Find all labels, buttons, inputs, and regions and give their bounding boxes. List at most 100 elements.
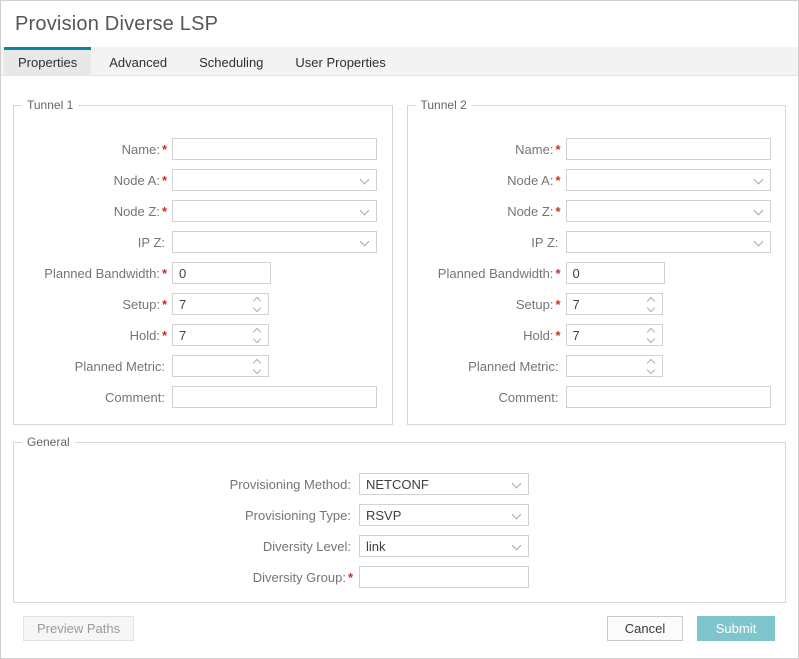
tunnel2-ip-z-select[interactable] <box>565 231 771 253</box>
tunnel1-legend: Tunnel 1 <box>27 98 74 112</box>
tunnel2-node-a-select[interactable] <box>565 169 771 191</box>
tunnel1-comment-input[interactable] <box>172 386 377 408</box>
tunnel2-setup-spinner[interactable] <box>565 293 663 315</box>
provisioning-method-row: Provisioning Method: <box>14 473 785 495</box>
provisioning-type-select[interactable] <box>359 504 529 526</box>
tunnel2-node-a-row: Node A: * <box>408 169 786 191</box>
tunnel2-planned-bandwidth-row: Planned Bandwidth: * <box>408 262 786 284</box>
tunnel1-hold-label: Hold: <box>129 327 160 343</box>
tunnel2-planned-bandwidth-label: Planned Bandwidth: <box>437 265 554 281</box>
tunnel2-fieldset: Tunnel 2 Name: * Node A: * Node Z: * <box>406 98 786 425</box>
tunnel2-planned-metric-label: Planned Metric: <box>468 358 559 374</box>
tunnel2-planned-metric-spinner[interactable] <box>565 355 663 377</box>
required-asterisk: * <box>555 327 561 343</box>
tunnel1-name-row: Name: * <box>14 138 392 160</box>
properties-panel: Tunnel 1 Name: * Node A: * Node Z: * <box>1 76 798 641</box>
provisioning-method-select[interactable] <box>359 473 529 495</box>
required-asterisk: * <box>161 327 167 343</box>
tunnel2-comment-input[interactable] <box>565 386 771 408</box>
tunnel1-setup-spinner[interactable] <box>172 293 269 315</box>
tunnel1-comment-label: Comment: <box>105 389 165 405</box>
required-asterisk: * <box>555 172 561 188</box>
tab-properties[interactable]: Properties <box>4 47 92 75</box>
tunnel1-node-a-label: Node A: <box>113 172 160 188</box>
tab-scheduling[interactable]: Scheduling <box>199 55 264 70</box>
required-asterisk: * <box>555 203 561 219</box>
tunnel1-node-a-select[interactable] <box>172 169 377 191</box>
required-asterisk: * <box>161 141 167 157</box>
tunnel2-ip-z-combo-input[interactable] <box>565 231 771 253</box>
preview-paths-button[interactable]: Preview Paths <box>23 616 135 641</box>
tunnel1-fieldset: Tunnel 1 Name: * Node A: * Node Z: * <box>13 98 393 425</box>
tunnel1-planned-metric-input[interactable] <box>172 355 269 377</box>
tunnel2-node-a-combo-input[interactable] <box>565 169 771 191</box>
tunnel1-node-a-row: Node A: * <box>14 169 392 191</box>
tunnel2-ip-z-label: IP Z: <box>531 234 559 250</box>
provisioning-type-combo-input[interactable] <box>359 504 529 526</box>
diversity-group-input[interactable] <box>359 566 529 588</box>
tunnel1-planned-metric-spinner[interactable] <box>172 355 269 377</box>
provisioning-type-label: Provisioning Type: <box>245 507 351 523</box>
tunnel1-hold-input[interactable] <box>172 324 269 346</box>
tunnel1-name-input[interactable] <box>172 138 377 160</box>
tunnel2-setup-label: Setup: <box>515 296 554 312</box>
tunnel2-setup-input[interactable] <box>565 293 663 315</box>
required-asterisk: * <box>555 265 561 281</box>
tunnel1-setup-input[interactable] <box>172 293 269 315</box>
tunnel2-planned-metric-input[interactable] <box>565 355 663 377</box>
cancel-button[interactable]: Cancel <box>607 616 683 641</box>
diversity-level-row: Diversity Level: <box>14 535 785 557</box>
general-legend: General <box>27 435 70 449</box>
provisioning-method-combo-input[interactable] <box>359 473 529 495</box>
tunnel1-hold-row: Hold: * <box>14 324 392 346</box>
tunnel1-node-z-row: Node Z: * <box>14 200 392 222</box>
tunnel2-node-z-label: Node Z: <box>507 203 554 219</box>
tunnel2-comment-label: Comment: <box>498 389 559 405</box>
tunnel1-hold-spinner[interactable] <box>172 324 269 346</box>
tab-bar: Properties Advanced Scheduling User Prop… <box>1 47 798 76</box>
tunnel2-node-z-select[interactable] <box>565 200 771 222</box>
submit-button[interactable]: Submit <box>697 616 775 641</box>
tunnel1-planned-metric-row: Planned Metric: <box>14 355 392 377</box>
tunnel2-name-row: Name: * <box>408 138 786 160</box>
provisioning-type-row: Provisioning Type: <box>14 504 785 526</box>
tunnel1-name-label: Name: <box>121 141 160 157</box>
required-asterisk: * <box>555 141 561 157</box>
page-title: Provision Diverse LSP <box>15 13 219 35</box>
tunnel2-node-a-label: Node A: <box>507 172 554 188</box>
tunnel2-ip-z-row: IP Z: <box>408 231 786 253</box>
tunnel1-node-z-label: Node Z: <box>113 203 160 219</box>
tunnel1-setup-label: Setup: <box>122 296 160 312</box>
diversity-group-row: Diversity Group: * <box>14 566 785 588</box>
diversity-level-label: Diversity Level: <box>262 538 351 554</box>
tunnel2-node-z-combo-input[interactable] <box>565 200 771 222</box>
tunnel2-node-z-row: Node Z: * <box>408 200 786 222</box>
tunnel1-ip-z-combo-input[interactable] <box>172 231 377 253</box>
required-asterisk: * <box>555 296 561 312</box>
tunnel1-planned-metric-label: Planned Metric: <box>74 358 165 374</box>
footer-toolbar: Preview Paths Cancel Submit <box>13 604 786 641</box>
tunnel2-hold-row: Hold: * <box>408 324 786 346</box>
tab-advanced[interactable]: Advanced <box>109 55 168 70</box>
tunnel2-name-label: Name: <box>515 141 554 157</box>
diversity-level-select[interactable] <box>359 535 529 557</box>
general-fieldset: General Provisioning Method: Provisionin… <box>13 435 786 603</box>
tunnel2-planned-bandwidth-input[interactable] <box>565 262 665 284</box>
tab-user-properties[interactable]: User Properties <box>295 55 386 70</box>
tunnel1-node-z-combo-input[interactable] <box>172 200 377 222</box>
tunnel1-comment-row: Comment: <box>14 386 392 408</box>
required-asterisk: * <box>161 203 167 219</box>
tunnel1-ip-z-select[interactable] <box>172 231 377 253</box>
tunnel2-name-input[interactable] <box>565 138 771 160</box>
tunnel1-node-a-combo-input[interactable] <box>172 169 377 191</box>
tunnel2-hold-spinner[interactable] <box>565 324 663 346</box>
tunnel1-node-z-select[interactable] <box>172 200 377 222</box>
required-asterisk: * <box>161 172 167 188</box>
tunnel1-setup-row: Setup: * <box>14 293 392 315</box>
tunnel1-ip-z-row: IP Z: <box>14 231 392 253</box>
tunnel1-planned-bandwidth-input[interactable] <box>172 262 271 284</box>
diversity-level-combo-input[interactable] <box>359 535 529 557</box>
tunnel2-hold-input[interactable] <box>565 324 663 346</box>
required-asterisk: * <box>161 265 167 281</box>
